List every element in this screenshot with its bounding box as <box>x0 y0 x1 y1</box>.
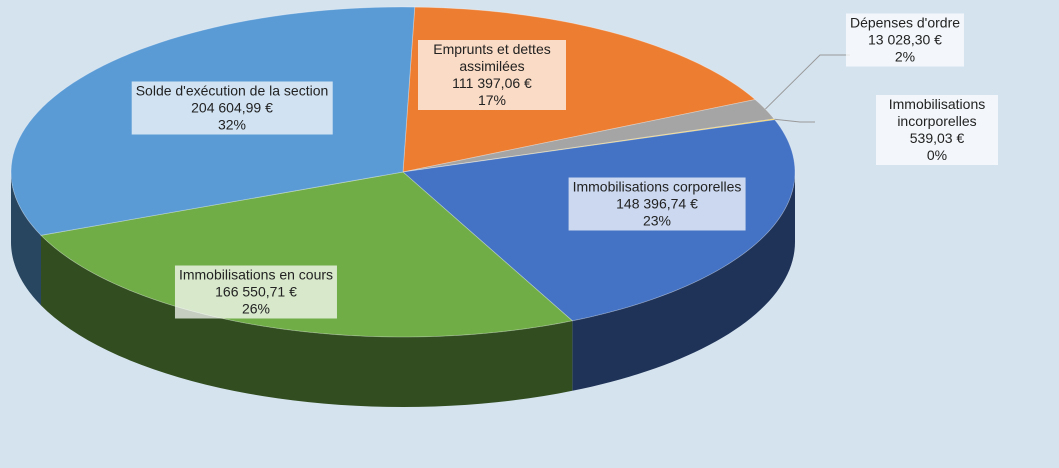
data-label: Dépenses d'ordre 13 028,30 €2% <box>845 13 965 67</box>
leader-line <box>774 118 815 123</box>
label-value: 204 604,99 € <box>191 99 273 116</box>
label-category: Immobilisations corporelles <box>572 178 742 195</box>
data-label: Solde d'exécution de la section 204 604,9… <box>131 81 333 135</box>
label-category: Emprunts et dettes assimilées <box>433 41 551 74</box>
label-percent: 0% <box>926 147 948 163</box>
pie-side <box>572 172 795 391</box>
leader-line <box>765 54 850 110</box>
label-percent: 2% <box>894 48 916 65</box>
label-category: Immobilisations en cours <box>178 266 334 283</box>
pie-slice <box>40 171 574 338</box>
label-category: Solde d'exécution de la section <box>135 82 329 99</box>
label-value: 166 550,71 € <box>215 283 297 300</box>
data-label: Immobilisations corporelles 148 396,74 €2… <box>568 177 746 231</box>
data-label: Emprunts et dettes assimilées 111 397,06 … <box>418 40 566 110</box>
label-category: Immobilisations incorporelles <box>888 96 986 129</box>
label-category: Dépenses d'ordre <box>849 14 961 31</box>
label-value: 148 396,74 € <box>616 195 698 212</box>
label-value: 13 028,30 € <box>868 31 942 48</box>
label-value: 111 397,06 € <box>452 75 532 91</box>
label-percent: 23% <box>642 212 672 229</box>
label-percent: 32% <box>217 116 247 133</box>
label-percent: 17% <box>477 92 507 108</box>
data-label: Immobilisations incorporelles 539,03 €0% <box>876 95 998 165</box>
pie-side <box>11 172 42 306</box>
pie-side <box>41 235 573 407</box>
label-percent: 26% <box>241 300 271 317</box>
label-value: 539,03 € <box>909 130 965 146</box>
data-label: Immobilisations en cours 166 550,71 €26% <box>174 265 338 319</box>
